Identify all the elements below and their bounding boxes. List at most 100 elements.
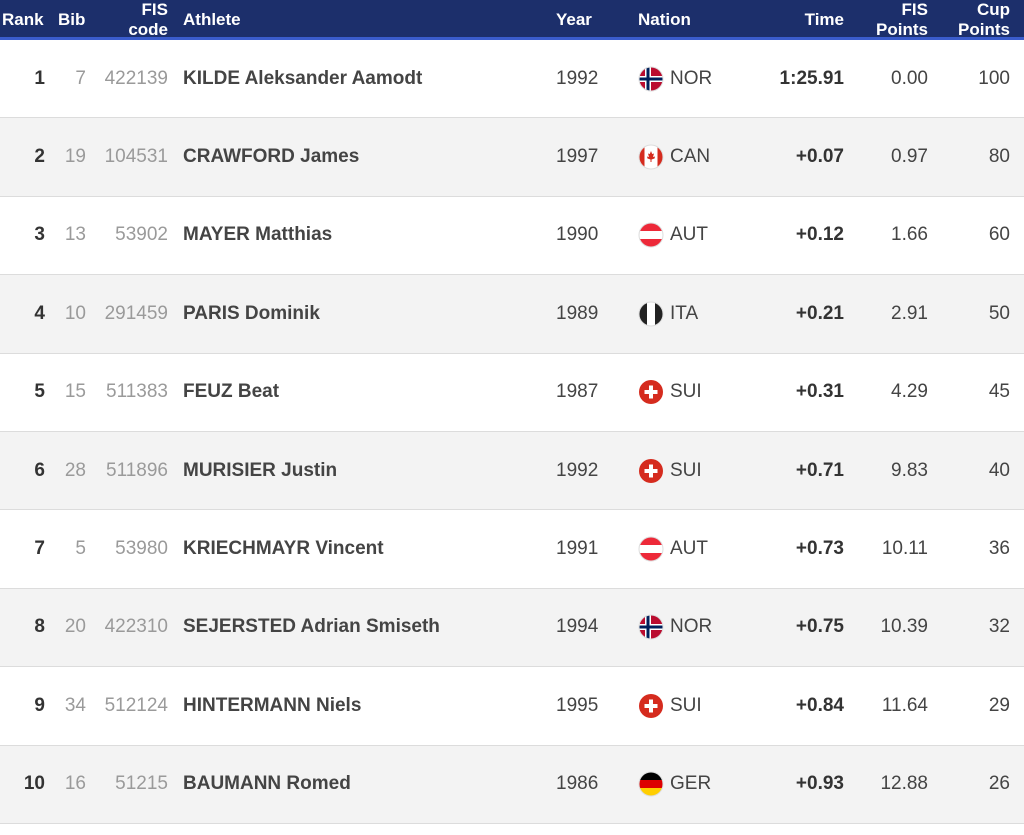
- time-cell: 1:25.91: [779, 67, 844, 89]
- athlete-name-link[interactable]: MURISIER Justin: [183, 459, 338, 481]
- austria-flag-icon: [638, 222, 664, 248]
- bib-column-header[interactable]: Bib: [58, 10, 86, 29]
- fis-points-cell: 11.64: [881, 694, 928, 716]
- cup-points-cell: 45: [988, 381, 1010, 403]
- nation-cell: SUI: [638, 458, 702, 484]
- year-column-header[interactable]: Year: [556, 10, 592, 29]
- nation-column-header[interactable]: Nation: [638, 10, 691, 29]
- athlete-name-link[interactable]: KILDE Aleksander Aamodt: [183, 67, 423, 89]
- fis-points-cell: 4.29: [891, 381, 928, 403]
- cup-points-header-line1: Cup: [976, 0, 1010, 19]
- birth-year-cell: 1991: [556, 538, 599, 560]
- fis-points-cell: 0.00: [891, 67, 928, 89]
- fis-code-cell: 53980: [115, 538, 168, 560]
- nation-code: AUT: [670, 538, 708, 560]
- switzerland-flag-icon: [638, 693, 664, 719]
- switzerland-flag-icon: [638, 379, 664, 405]
- cup-points-column-header[interactable]: Cup Points: [940, 0, 1010, 40]
- fis-code-column-header[interactable]: FIS code: [118, 0, 168, 40]
- fis-code-cell: 104531: [104, 146, 168, 168]
- bib-cell: 7: [75, 67, 86, 89]
- nation-code: SUI: [670, 694, 702, 716]
- cup-points-cell: 32: [988, 616, 1010, 638]
- cup-points-cell: 50: [988, 302, 1010, 324]
- fis-points-cell: 0.97: [891, 146, 928, 168]
- table-row[interactable]: 3 13 53902 MAYER Matthias 1990 AUT +0.12 1.66 60: [0, 197, 1024, 276]
- table-row[interactable]: 9 34 512124 HINTERMANN Niels 1995 SUI +0.84 11.…: [0, 667, 1024, 746]
- fis-code-cell: 422139: [104, 67, 168, 89]
- table-row[interactable]: 6 28 511896 MURISIER Justin 1992 SUI +0.71 9.83…: [0, 431, 1024, 511]
- fis-code-cell: 512124: [104, 694, 168, 716]
- table-row[interactable]: 4 10 291459 PARIS Dominik 1989 ITA +0.21 2.91 50: [0, 275, 1024, 354]
- birth-year-cell: 1989: [556, 302, 599, 324]
- cup-points-cell: 60: [988, 224, 1010, 246]
- table-row[interactable]: 8 20 422310 SEJERSTED Adrian Smiseth 1994 NOR…: [0, 588, 1024, 668]
- bib-cell: 34: [64, 694, 86, 716]
- nation-cell: ITA: [638, 301, 698, 327]
- rank-cell: 5: [34, 381, 45, 403]
- rank-cell: 9: [34, 694, 45, 716]
- nation-code: AUT: [670, 224, 708, 246]
- fis-code-cell: 422310: [104, 616, 168, 638]
- athlete-name-link[interactable]: BAUMANN Romed: [183, 773, 351, 795]
- rank-cell: 3: [34, 224, 45, 246]
- table-row[interactable]: 7 5 53980 KRIECHMAYR Vincent 1991 AUT +0.73 10.…: [0, 510, 1024, 589]
- bib-cell: 5: [75, 538, 86, 560]
- cup-points-cell: 40: [988, 459, 1010, 481]
- birth-year-cell: 1992: [556, 459, 599, 481]
- switzerland-flag-icon: [638, 458, 664, 484]
- bib-cell: 10: [64, 302, 86, 324]
- fis-points-cell: 10.11: [881, 538, 928, 560]
- nation-code: SUI: [670, 381, 702, 403]
- cup-points-cell: 100: [978, 67, 1010, 89]
- nation-code: GER: [670, 773, 712, 795]
- fis-points-cell: 9.83: [891, 459, 928, 481]
- results-table-body: 1 7 422139 KILDE Aleksander Aamodt 1992 NOR 1:…: [0, 40, 1024, 824]
- time-cell: +0.12: [795, 224, 844, 246]
- nation-cell: SUI: [638, 379, 702, 405]
- nation-cell: NOR: [638, 614, 712, 640]
- time-cell: +0.21: [795, 302, 844, 324]
- athlete-name-link[interactable]: SEJERSTED Adrian Smiseth: [183, 616, 440, 638]
- time-cell: +0.71: [795, 459, 844, 481]
- fis-code-header-line2: code: [128, 20, 168, 39]
- fis-points-column-header[interactable]: FIS Points: [860, 0, 928, 40]
- birth-year-cell: 1986: [556, 773, 599, 795]
- nation-cell: AUT: [638, 222, 708, 248]
- time-cell: +0.07: [795, 146, 844, 168]
- time-cell: +0.73: [795, 538, 844, 560]
- table-row[interactable]: 1 7 422139 KILDE Aleksander Aamodt 1992 NOR 1:…: [0, 40, 1024, 119]
- nation-code: SUI: [670, 459, 702, 481]
- results-table-header: Rank Bib FIS code Athlete Year Nation Ti…: [0, 0, 1024, 40]
- birth-year-cell: 1994: [556, 616, 599, 638]
- fis-code-cell: 53902: [115, 224, 168, 246]
- fis-points-header-line2: Points: [876, 20, 928, 39]
- athlete-name-link[interactable]: CRAWFORD James: [183, 146, 360, 168]
- cup-points-cell: 36: [988, 538, 1010, 560]
- table-row[interactable]: 2 19 104531 CRAWFORD James 1997 CAN +0.07 0.97 8…: [0, 118, 1024, 197]
- fis-code-cell: 291459: [104, 302, 168, 324]
- fis-points-cell: 12.88: [880, 773, 928, 795]
- fis-code-header-line1: FIS: [141, 0, 168, 19]
- athlete-name-link[interactable]: KRIECHMAYR Vincent: [183, 538, 384, 560]
- time-cell: +0.75: [795, 616, 844, 638]
- table-row[interactable]: 5 15 511383 FEUZ Beat 1987 SUI +0.31 4.29 45: [0, 354, 1024, 432]
- bib-cell: 28: [64, 459, 86, 481]
- norway-flag-icon: [638, 66, 664, 92]
- athlete-column-header[interactable]: Athlete: [183, 10, 241, 29]
- rank-cell: 1: [34, 67, 45, 89]
- nation-cell: GER: [638, 771, 711, 797]
- cup-points-cell: 80: [988, 146, 1010, 168]
- birth-year-cell: 1995: [556, 694, 599, 716]
- athlete-name-link[interactable]: MAYER Matthias: [183, 224, 333, 246]
- norway-flag-icon: [638, 614, 664, 640]
- athlete-name-link[interactable]: HINTERMANN Niels: [183, 694, 362, 716]
- rank-cell: 4: [34, 302, 45, 324]
- birth-year-cell: 1990: [556, 224, 599, 246]
- athlete-name-link[interactable]: FEUZ Beat: [183, 381, 280, 403]
- rank-column-header[interactable]: Rank: [2, 10, 44, 29]
- athlete-name-link[interactable]: PARIS Dominik: [183, 302, 320, 324]
- table-row[interactable]: 10 16 51215 BAUMANN Romed 1986 GER +0.93 12.88 2…: [0, 745, 1024, 824]
- nation-code: CAN: [670, 146, 711, 168]
- time-column-header[interactable]: Time: [804, 10, 844, 29]
